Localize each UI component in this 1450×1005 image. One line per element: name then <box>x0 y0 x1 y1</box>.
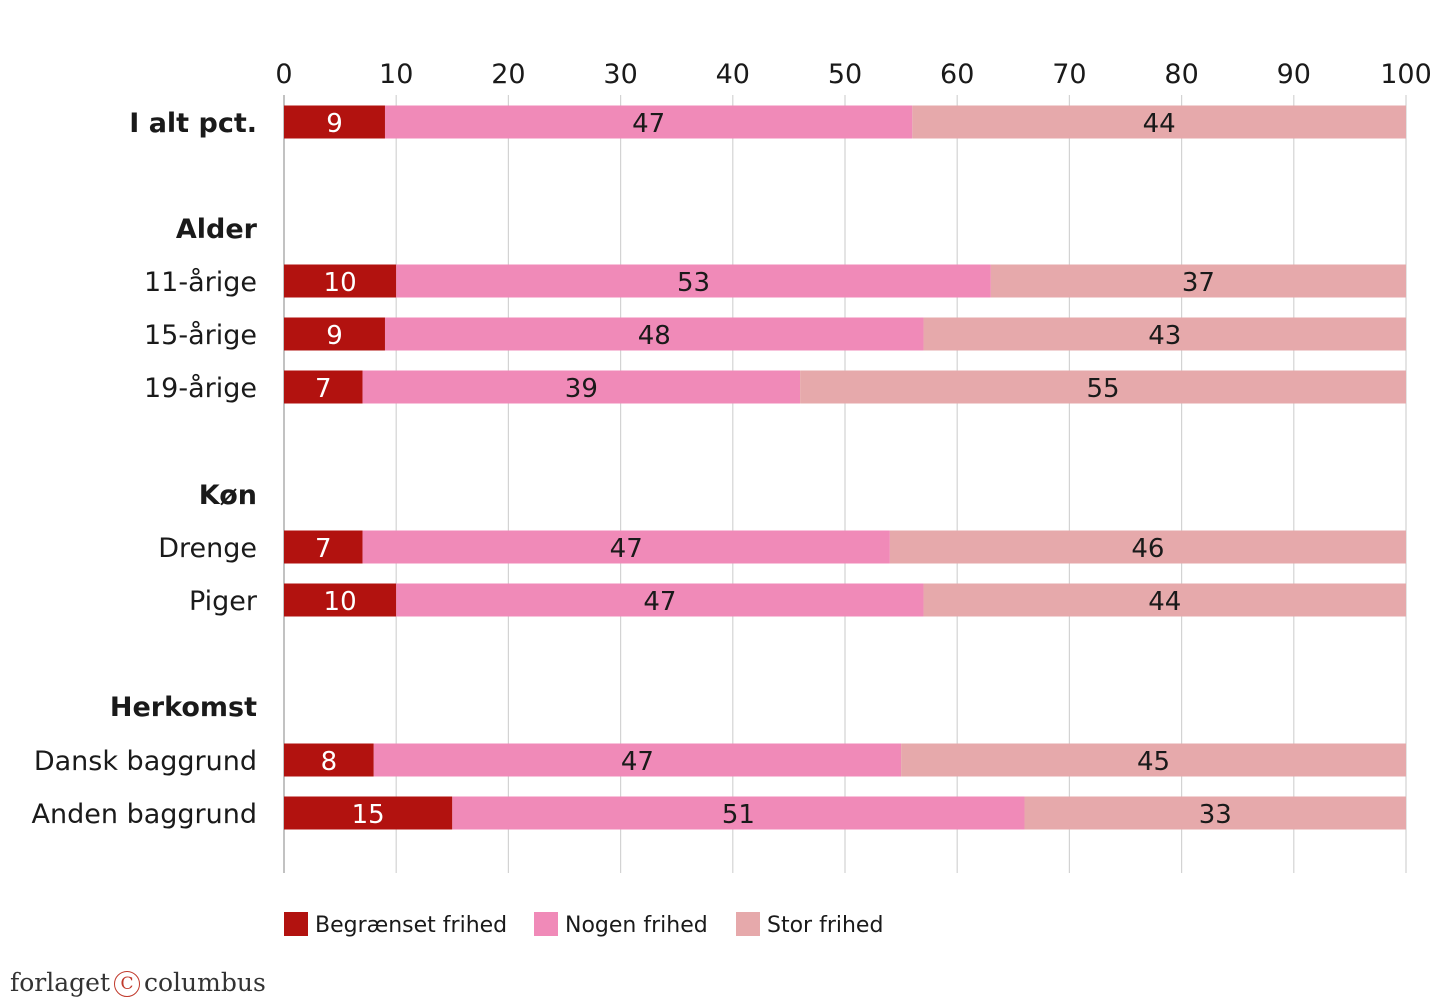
row-label: Piger <box>189 586 258 617</box>
bar-segment <box>284 796 453 830</box>
publisher-name-right: columbus <box>144 968 266 997</box>
bar-segment <box>284 317 385 351</box>
bar-segment <box>452 796 1025 830</box>
legend-label: Nogen frihed <box>565 913 708 938</box>
data-label: 10 <box>324 587 357 617</box>
data-label: 48 <box>638 321 671 351</box>
bar-segment <box>923 583 1406 617</box>
data-label: 55 <box>1087 374 1120 404</box>
x-tick-label: 70 <box>1052 59 1086 90</box>
bar-segment <box>800 370 1406 404</box>
bar-segment <box>889 530 1406 564</box>
data-label: 47 <box>632 109 665 139</box>
bar-segment <box>362 370 801 404</box>
x-tick-label: 30 <box>603 59 637 90</box>
bar-segment <box>284 264 397 298</box>
group-header-label: Køn <box>199 480 257 511</box>
x-tick-label: 100 <box>1380 59 1432 90</box>
bar-segment <box>384 105 913 139</box>
copyright-icon: C <box>114 971 140 997</box>
data-label: 7 <box>315 374 332 404</box>
data-label: 44 <box>1148 587 1181 617</box>
row-label: Drenge <box>158 533 257 564</box>
row-label: Dansk baggrund <box>34 746 257 777</box>
data-label: 7 <box>315 534 332 564</box>
row-label: I alt pct. <box>129 108 257 139</box>
x-tick-label: 20 <box>491 59 525 90</box>
x-tick-label: 10 <box>379 59 413 90</box>
bar-segment <box>284 530 363 564</box>
x-tick-label: 90 <box>1277 59 1311 90</box>
bar-segment <box>923 317 1406 351</box>
bar-segment <box>362 530 890 564</box>
x-tick-label: 50 <box>828 59 862 90</box>
x-tick-label: 60 <box>940 59 974 90</box>
row-label: 19-årige <box>144 373 257 404</box>
legend-label: Stor frihed <box>767 913 883 938</box>
bar-segment <box>912 105 1406 139</box>
data-label: 47 <box>643 587 676 617</box>
group-header-label: Alder <box>176 214 258 245</box>
bar-segment <box>284 105 385 139</box>
data-label: 45 <box>1137 747 1170 777</box>
row-label: 15-årige <box>144 320 257 351</box>
bar-segment <box>396 583 924 617</box>
bar-segment <box>284 370 363 404</box>
legend-swatch <box>736 912 760 936</box>
x-tick-label: 0 <box>275 59 292 90</box>
data-label: 8 <box>321 747 338 777</box>
data-label: 33 <box>1199 800 1232 830</box>
data-label: 10 <box>324 268 357 298</box>
row-label: Anden baggrund <box>32 799 257 830</box>
bar-segment <box>373 743 902 777</box>
data-label: 51 <box>722 800 755 830</box>
bar-segment <box>284 743 374 777</box>
legend-swatch <box>534 912 558 936</box>
bar-segment <box>901 743 1406 777</box>
bar-segment <box>990 264 1406 298</box>
bar-segment <box>396 264 991 298</box>
data-label: 46 <box>1131 534 1164 564</box>
x-tick-label: 80 <box>1164 59 1198 90</box>
data-label: 15 <box>352 800 385 830</box>
bar-segment <box>384 317 924 351</box>
data-label: 37 <box>1182 268 1215 298</box>
data-label: 39 <box>565 374 598 404</box>
data-label: 9 <box>326 321 343 351</box>
bar-segment <box>284 583 397 617</box>
row-label: 11-årige <box>144 267 257 298</box>
data-label: 47 <box>610 534 643 564</box>
bar-segment <box>1024 796 1406 830</box>
group-header-label: Herkomst <box>110 692 257 723</box>
x-tick-label: 40 <box>716 59 750 90</box>
legend-swatch <box>284 912 308 936</box>
data-label: 9 <box>326 109 343 139</box>
data-label: 47 <box>621 747 654 777</box>
data-label: 43 <box>1148 321 1181 351</box>
publisher-name-left: forlaget <box>10 968 110 997</box>
data-label: 44 <box>1143 109 1176 139</box>
data-label: 53 <box>677 268 710 298</box>
legend-label: Begrænset frihed <box>315 913 507 938</box>
